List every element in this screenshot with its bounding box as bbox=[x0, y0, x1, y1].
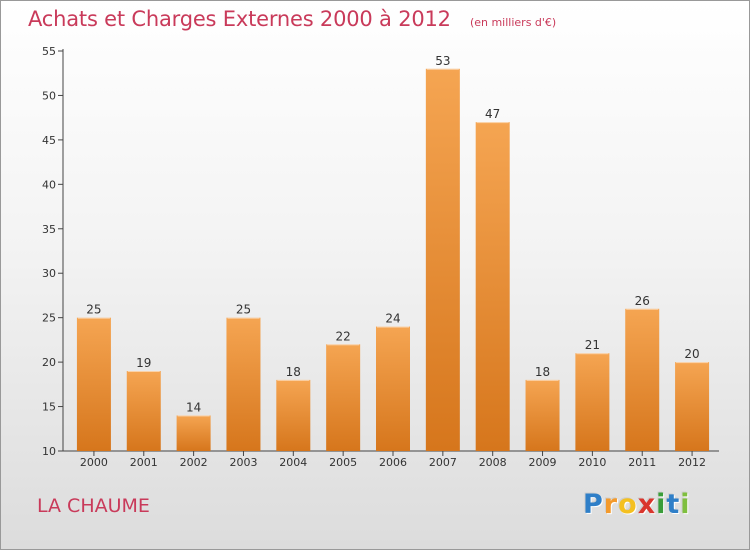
x-tick-label-2009: 2009 bbox=[529, 456, 557, 469]
y-tick-label: 30 bbox=[42, 267, 56, 280]
bar-highlight-2004 bbox=[277, 379, 310, 381]
x-tick-label-2006: 2006 bbox=[379, 456, 407, 469]
logo-letter: x bbox=[637, 489, 657, 520]
x-tick-label-2000: 2000 bbox=[80, 456, 108, 469]
bar-highlight-2008 bbox=[476, 122, 509, 124]
bar-highlight-2012 bbox=[676, 362, 709, 364]
data-label-2011: 26 bbox=[635, 294, 650, 308]
data-label-2005: 22 bbox=[336, 329, 351, 343]
bar-highlight-2009 bbox=[526, 379, 559, 381]
bar-highlight-2002 bbox=[177, 415, 210, 417]
y-tick-label: 55 bbox=[42, 45, 56, 58]
logo-letter: P bbox=[583, 489, 604, 520]
x-tick-label-2007: 2007 bbox=[429, 456, 457, 469]
bar-2007 bbox=[425, 68, 460, 452]
y-tick-label: 40 bbox=[42, 178, 56, 191]
bar-2003 bbox=[226, 317, 261, 451]
data-label-2004: 18 bbox=[286, 365, 301, 379]
x-tick-label-2001: 2001 bbox=[130, 456, 158, 469]
x-tick-label-2012: 2012 bbox=[678, 456, 706, 469]
y-tick-label: 35 bbox=[42, 223, 56, 236]
data-label-2008: 47 bbox=[485, 107, 500, 121]
data-label-2000: 25 bbox=[86, 303, 101, 317]
data-label-2003: 25 bbox=[236, 303, 251, 317]
y-tick-label: 50 bbox=[42, 89, 56, 102]
data-label-2012: 20 bbox=[684, 347, 699, 361]
labels: 25 2000 19 2001 14 2002 25 2003 18 2004 22 2005 24 20… bbox=[80, 54, 706, 469]
proxiti-logo: Proxiti bbox=[583, 489, 691, 520]
bar-highlight-2005 bbox=[327, 344, 360, 346]
logo-letter: r bbox=[603, 489, 619, 520]
data-label-2010: 21 bbox=[585, 338, 600, 352]
bar-highlight-2011 bbox=[626, 308, 659, 310]
bar-2004 bbox=[276, 379, 311, 451]
data-label-2001: 19 bbox=[136, 356, 151, 370]
bar-2012 bbox=[675, 362, 710, 451]
bars bbox=[76, 68, 710, 452]
logo-letter: i bbox=[680, 489, 691, 520]
bar-highlight-2010 bbox=[576, 353, 609, 355]
x-tick-label-2008: 2008 bbox=[479, 456, 507, 469]
x-tick-label-2010: 2010 bbox=[578, 456, 606, 469]
bar-highlight-2000 bbox=[77, 317, 110, 319]
bar-2011 bbox=[625, 308, 660, 451]
y-tick-label: 20 bbox=[42, 356, 56, 369]
y-tick-label: 10 bbox=[42, 445, 56, 458]
chart-subtitle: (en milliers d'€) bbox=[469, 16, 557, 29]
x-tick-label-2004: 2004 bbox=[279, 456, 307, 469]
x-tick-label-2002: 2002 bbox=[180, 456, 208, 469]
bar-2001 bbox=[126, 371, 161, 451]
y-tick-label: 15 bbox=[42, 401, 56, 414]
y-tick-label: 45 bbox=[42, 134, 56, 147]
data-label-2009: 18 bbox=[535, 365, 550, 379]
bar-2009 bbox=[525, 379, 560, 451]
x-tick-label-2011: 2011 bbox=[628, 456, 656, 469]
bar-highlight-2003 bbox=[227, 317, 260, 319]
bar-2000 bbox=[76, 317, 111, 451]
x-tick-label-2005: 2005 bbox=[329, 456, 357, 469]
logo-letter: o bbox=[618, 489, 638, 520]
bar-2005 bbox=[326, 344, 361, 451]
bar-highlight-2001 bbox=[127, 371, 160, 372]
data-label-2002: 14 bbox=[186, 400, 201, 414]
title-row: Achats et Charges Externes 2000 à 2012 (… bbox=[28, 7, 556, 31]
logo-letter: i bbox=[656, 489, 667, 520]
bar-2002 bbox=[176, 415, 211, 451]
logo-letter: t bbox=[666, 489, 681, 520]
city-name: LA CHAUME bbox=[37, 495, 150, 517]
data-label-2007: 53 bbox=[435, 54, 450, 68]
x-tick-label-2003: 2003 bbox=[229, 456, 257, 469]
data-label-2006: 24 bbox=[385, 312, 400, 326]
y-tick-label: 25 bbox=[42, 312, 56, 325]
bar-highlight-2007 bbox=[426, 68, 459, 70]
bar-2008 bbox=[475, 122, 510, 451]
chart-title: Achats et Charges Externes 2000 à 2012 bbox=[28, 7, 451, 31]
bar-2010 bbox=[575, 353, 610, 451]
bar-highlight-2006 bbox=[377, 326, 409, 328]
bar-2006 bbox=[376, 326, 410, 451]
